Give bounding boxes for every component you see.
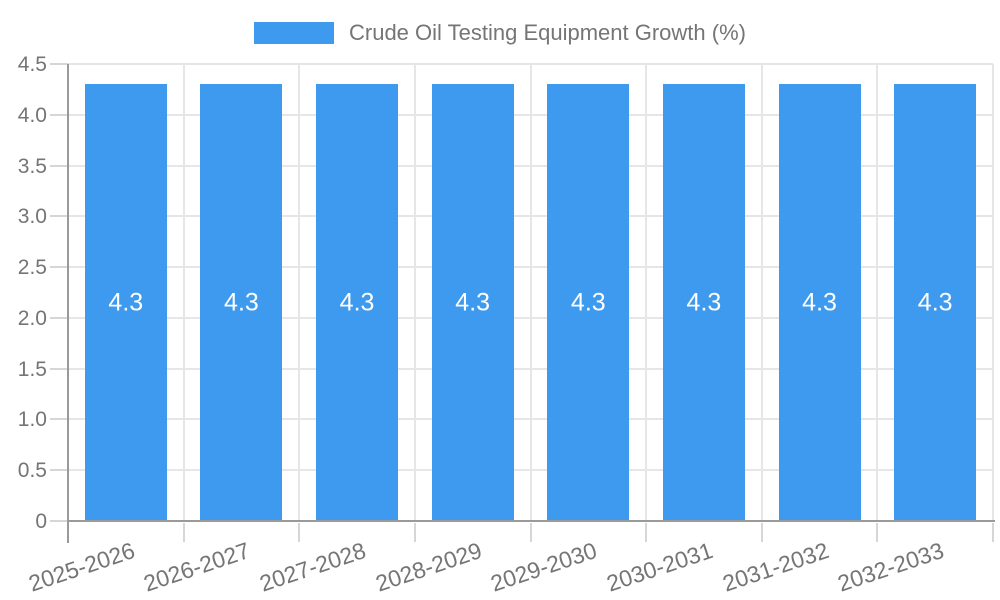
bar-value-label: 4.3 [339,288,375,317]
y-axis-tick [50,215,68,218]
bar[interactable] [84,84,167,521]
bar-value-label: 4.3 [108,288,144,317]
v-gridline [413,64,416,521]
y-axis-tick [50,316,68,319]
y-axis-label: 3.0 [17,205,47,229]
x-axis-label: 2032-2033 [834,537,948,597]
x-axis-tick [645,523,648,542]
bar[interactable] [547,84,630,521]
legend-swatch-icon [254,22,334,44]
bar[interactable] [431,84,514,521]
y-axis-tick [50,520,68,522]
legend-label: Crude Oil Testing Equipment Growth (%) [349,20,746,45]
y-axis-label: 1.0 [17,408,47,432]
v-gridline [760,64,763,521]
y-axis-line [67,64,69,543]
x-axis-baseline [68,520,995,522]
y-axis-tick [50,266,68,269]
x-axis-label: 2027-2028 [256,537,369,597]
bar-value-label: 4.3 [686,288,722,317]
v-gridline [298,64,301,521]
x-axis-tick [529,523,532,542]
v-gridline [182,64,185,521]
x-axis-label: 2029-2030 [487,537,601,597]
bar-value-label: 4.3 [917,288,953,317]
x-axis-label: 2031-2032 [718,537,832,597]
bar[interactable] [200,84,283,521]
y-axis-label: 2.5 [17,256,47,280]
y-axis-tick [50,164,68,167]
x-axis-label: 2030-2031 [603,537,716,597]
y-axis-label: 1.5 [17,357,47,381]
bar[interactable] [894,84,977,521]
v-gridline [529,64,532,521]
y-axis-label: 0 [35,510,47,533]
v-gridline [992,64,994,521]
bar[interactable] [778,84,861,521]
x-axis-tick [182,523,185,542]
y-axis-tick [50,418,68,421]
bar-value-label: 4.3 [455,288,491,317]
y-axis-label: 2.0 [17,306,47,330]
bar[interactable] [316,84,399,521]
x-axis-tick [298,523,301,542]
x-axis-tick [760,523,763,542]
x-axis-label: 2028-2029 [372,537,485,597]
x-axis-tick [992,523,994,542]
y-axis-label: 4.0 [17,103,47,127]
bar-value-label: 4.3 [224,288,259,317]
y-axis-tick [50,63,68,65]
bar-value-label: 4.3 [570,288,606,317]
y-axis-tick [50,469,68,472]
y-axis-label: 4.5 [17,53,47,76]
chart-legend-item[interactable]: Crude Oil Testing Equipment Growth (%) [0,20,1000,46]
y-axis-tick [50,113,68,116]
y-axis-tick [50,367,68,370]
y-axis-label: 0.5 [17,459,47,483]
x-axis-label: 2025-2026 [25,537,138,597]
v-gridline [876,64,879,521]
y-axis-label: 3.5 [17,154,47,178]
bar[interactable] [662,84,745,521]
bar-value-label: 4.3 [802,288,837,317]
x-axis-tick [413,523,416,542]
x-axis-tick [876,523,879,542]
x-axis-label: 2026-2027 [140,537,254,597]
v-gridline [645,64,648,521]
